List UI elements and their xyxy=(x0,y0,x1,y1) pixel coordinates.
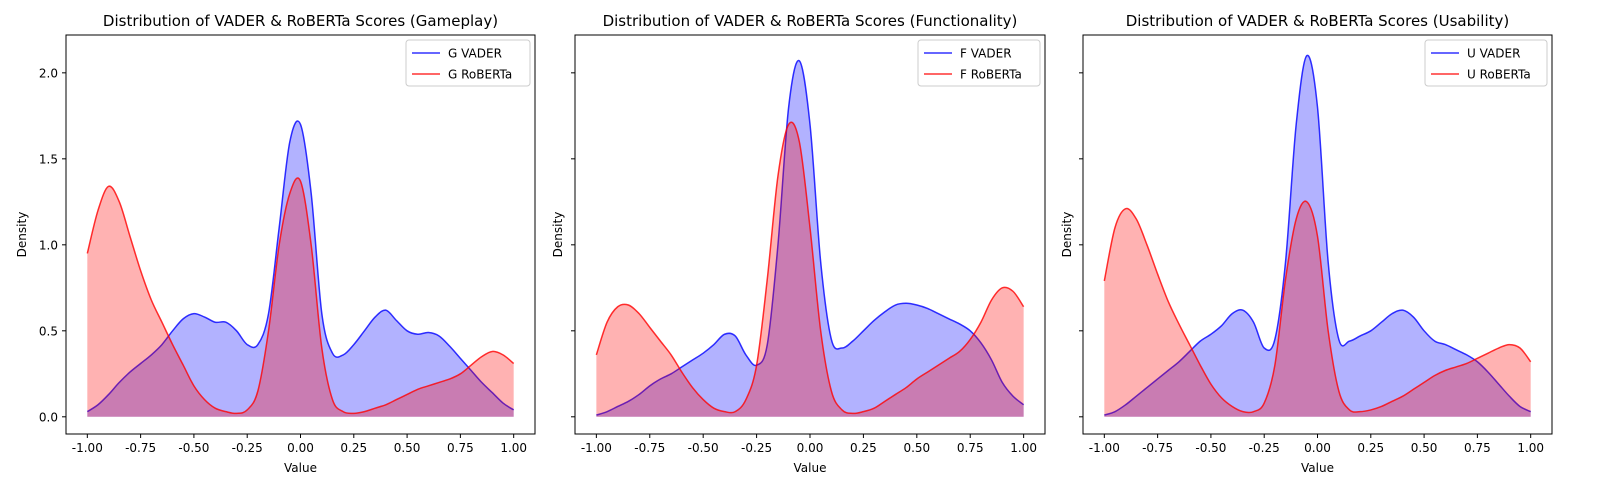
legend: G VADER G RoBERTa xyxy=(405,39,531,87)
x-axis-label: Value xyxy=(794,461,827,475)
y-axis-label: Density xyxy=(1060,212,1074,258)
legend-label-roberta: F RoBERTa xyxy=(960,68,1022,82)
area-f-roberta xyxy=(596,122,1024,417)
x-tick-label: 0.50 xyxy=(903,441,930,455)
x-tick-label: 0.75 xyxy=(447,441,474,455)
x-tick-label: -0.25 xyxy=(741,441,772,455)
legend-label-roberta: U RoBERTa xyxy=(1467,68,1531,82)
ticks-layer: -1.00 -0.75 -0.50 -0.25 0.00 0.25 0.50 0.75 1.00… xyxy=(39,66,527,455)
x-tick-label: 0.50 xyxy=(394,441,421,455)
ticks-layer: -1.00 -0.75 -0.50 -0.25 0.00 0.25 0.50 0.75 1.00 xyxy=(1079,72,1544,455)
line-f-roberta xyxy=(595,121,1025,415)
line-f-vader xyxy=(596,59,1025,416)
y-tick-label: 0.0 xyxy=(39,410,58,424)
x-tick-label: -0.75 xyxy=(125,441,156,455)
plot-area xyxy=(66,35,535,434)
legend-label-vader: U VADER xyxy=(1467,47,1520,61)
x-tick-label: 1.00 xyxy=(500,441,527,455)
x-tick-label: -1.00 xyxy=(72,441,103,455)
chart-title: Distribution of VADER & RoBERTa Scores (… xyxy=(103,12,498,30)
line-u-roberta xyxy=(1103,200,1532,414)
y-tick-label: 0.5 xyxy=(39,324,58,338)
x-tick-label: -0.75 xyxy=(634,441,665,455)
legend-label-vader: G VADER xyxy=(448,47,502,61)
legend: U VADER U RoBERTa xyxy=(1424,39,1548,87)
x-axis-label: Value xyxy=(284,461,317,475)
y-axis-label: Density xyxy=(551,212,565,258)
legend-label-roberta: G RoBERTa xyxy=(448,68,512,82)
x-tick-label: 0.00 xyxy=(797,441,824,455)
plot-frame xyxy=(65,34,536,435)
legend: F VADER F RoBERTa xyxy=(917,39,1041,87)
x-tick-label: -0.50 xyxy=(178,441,209,455)
x-tick-label: 0.25 xyxy=(850,441,877,455)
panel-usability: -1.00 -0.75 -0.50 -0.25 0.00 0.25 0.50 0.75 1.00… xyxy=(1060,12,1553,475)
plot-frame xyxy=(574,34,1046,435)
x-tick-label: -0.25 xyxy=(1249,441,1280,455)
x-tick-label: 0.25 xyxy=(340,441,367,455)
line-g-vader xyxy=(86,120,515,413)
plot-frame xyxy=(1082,34,1553,435)
x-tick-label: -0.75 xyxy=(1142,441,1173,455)
legend-label-vader: F VADER xyxy=(960,47,1012,61)
y-tick-label: 1.0 xyxy=(39,238,58,252)
x-tick-label: 1.00 xyxy=(1010,441,1037,455)
x-tick-label: -0.25 xyxy=(232,441,263,455)
x-tick-label: -1.00 xyxy=(1089,441,1120,455)
x-tick-label: 0.00 xyxy=(1304,441,1331,455)
area-u-roberta xyxy=(1104,201,1531,417)
panel-gameplay: -1.00 -0.75 -0.50 -0.25 0.00 0.25 0.50 0.75 1.00… xyxy=(15,12,536,475)
y-tick-label: 2.0 xyxy=(39,66,58,80)
area-f-vader xyxy=(596,60,1024,417)
x-tick-label: -1.00 xyxy=(581,441,612,455)
x-axis-label: Value xyxy=(1301,461,1334,475)
x-tick-label: -0.50 xyxy=(688,441,719,455)
y-axis-label: Density xyxy=(15,212,29,258)
chart-title: Distribution of VADER & RoBERTa Scores (… xyxy=(1126,12,1509,30)
x-tick-label: 0.00 xyxy=(287,441,314,455)
series-layer xyxy=(1103,54,1532,417)
x-tick-label: -0.50 xyxy=(1195,441,1226,455)
series-layer xyxy=(595,59,1025,417)
line-g-roberta xyxy=(86,177,515,415)
series-layer xyxy=(86,120,515,417)
area-g-vader xyxy=(87,121,514,417)
x-tick-label: 0.75 xyxy=(1464,441,1491,455)
area-g-roberta xyxy=(87,177,514,417)
x-tick-label: 0.50 xyxy=(1411,441,1438,455)
line-u-vader xyxy=(1104,54,1532,416)
panel-functionality: -1.00 -0.75 -0.50 -0.25 0.00 0.25 0.50 0.75 1.00… xyxy=(551,12,1046,475)
x-tick-label: 0.75 xyxy=(957,441,984,455)
x-tick-label: 1.00 xyxy=(1517,441,1544,455)
chart-title: Distribution of VADER & RoBERTa Scores (… xyxy=(603,12,1018,30)
ticks-layer: -1.00 -0.75 -0.50 -0.25 0.00 0.25 0.50 0.75 1.00 xyxy=(571,72,1037,455)
y-tick-label: 1.5 xyxy=(39,152,58,166)
x-tick-label: 0.25 xyxy=(1357,441,1384,455)
